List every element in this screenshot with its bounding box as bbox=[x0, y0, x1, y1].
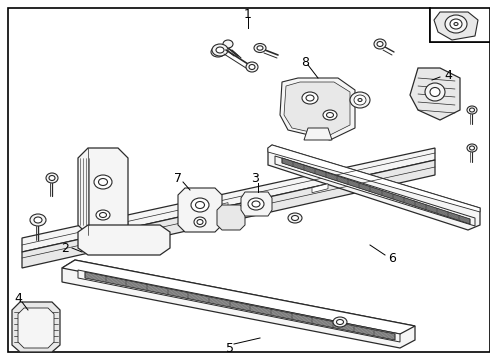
Ellipse shape bbox=[302, 92, 318, 104]
Polygon shape bbox=[217, 205, 245, 230]
Polygon shape bbox=[22, 160, 435, 268]
Ellipse shape bbox=[223, 40, 233, 48]
Ellipse shape bbox=[46, 173, 58, 183]
Ellipse shape bbox=[98, 179, 107, 185]
Polygon shape bbox=[8, 8, 490, 352]
Polygon shape bbox=[282, 158, 470, 224]
Ellipse shape bbox=[377, 41, 383, 46]
Ellipse shape bbox=[450, 19, 462, 29]
Ellipse shape bbox=[30, 214, 46, 226]
Text: 7: 7 bbox=[174, 171, 182, 185]
Ellipse shape bbox=[94, 175, 112, 189]
Ellipse shape bbox=[249, 64, 255, 69]
Ellipse shape bbox=[49, 176, 55, 180]
Ellipse shape bbox=[254, 44, 266, 53]
Ellipse shape bbox=[374, 39, 386, 49]
Polygon shape bbox=[78, 225, 170, 255]
Ellipse shape bbox=[337, 320, 343, 324]
Ellipse shape bbox=[34, 217, 42, 223]
Ellipse shape bbox=[252, 201, 260, 207]
Ellipse shape bbox=[194, 217, 206, 227]
Ellipse shape bbox=[292, 216, 298, 220]
Ellipse shape bbox=[469, 108, 474, 112]
Text: 4: 4 bbox=[14, 292, 22, 305]
Ellipse shape bbox=[257, 46, 263, 50]
Polygon shape bbox=[284, 82, 350, 136]
Ellipse shape bbox=[467, 144, 477, 152]
Ellipse shape bbox=[215, 50, 221, 54]
Ellipse shape bbox=[430, 87, 440, 96]
Text: 1: 1 bbox=[244, 8, 252, 21]
Polygon shape bbox=[410, 68, 460, 120]
Polygon shape bbox=[112, 221, 128, 230]
Ellipse shape bbox=[469, 146, 474, 150]
Ellipse shape bbox=[197, 220, 203, 225]
Ellipse shape bbox=[96, 210, 110, 220]
Ellipse shape bbox=[454, 23, 458, 26]
Polygon shape bbox=[268, 145, 480, 212]
Polygon shape bbox=[304, 128, 332, 140]
Polygon shape bbox=[434, 12, 478, 40]
Text: 6: 6 bbox=[388, 252, 396, 265]
Polygon shape bbox=[85, 272, 395, 340]
Polygon shape bbox=[280, 78, 355, 140]
Polygon shape bbox=[275, 156, 475, 226]
Ellipse shape bbox=[333, 317, 347, 327]
Ellipse shape bbox=[99, 212, 106, 217]
Ellipse shape bbox=[191, 198, 209, 212]
Ellipse shape bbox=[216, 47, 224, 53]
Ellipse shape bbox=[350, 92, 370, 108]
Ellipse shape bbox=[326, 113, 334, 117]
Ellipse shape bbox=[306, 95, 314, 101]
Polygon shape bbox=[12, 302, 60, 352]
Polygon shape bbox=[62, 260, 415, 348]
Text: 5: 5 bbox=[226, 342, 234, 355]
Polygon shape bbox=[78, 148, 128, 235]
Ellipse shape bbox=[467, 106, 477, 114]
Polygon shape bbox=[22, 148, 435, 252]
Text: 3: 3 bbox=[251, 171, 259, 185]
Polygon shape bbox=[62, 260, 415, 334]
Text: 4: 4 bbox=[444, 68, 452, 81]
Polygon shape bbox=[78, 270, 400, 342]
Ellipse shape bbox=[358, 99, 362, 102]
Polygon shape bbox=[18, 308, 54, 348]
Text: 2: 2 bbox=[61, 242, 69, 255]
Polygon shape bbox=[212, 203, 228, 212]
Ellipse shape bbox=[248, 198, 264, 210]
Ellipse shape bbox=[211, 47, 225, 57]
Text: 8: 8 bbox=[301, 55, 309, 68]
Polygon shape bbox=[241, 192, 272, 216]
Ellipse shape bbox=[323, 110, 337, 120]
Polygon shape bbox=[268, 145, 480, 230]
Ellipse shape bbox=[196, 202, 204, 208]
Ellipse shape bbox=[445, 15, 467, 33]
Ellipse shape bbox=[288, 213, 302, 223]
Ellipse shape bbox=[425, 83, 445, 101]
Polygon shape bbox=[312, 184, 328, 193]
Polygon shape bbox=[178, 188, 222, 232]
Ellipse shape bbox=[212, 44, 228, 56]
Polygon shape bbox=[430, 8, 490, 42]
Ellipse shape bbox=[354, 95, 366, 105]
Ellipse shape bbox=[246, 62, 258, 72]
